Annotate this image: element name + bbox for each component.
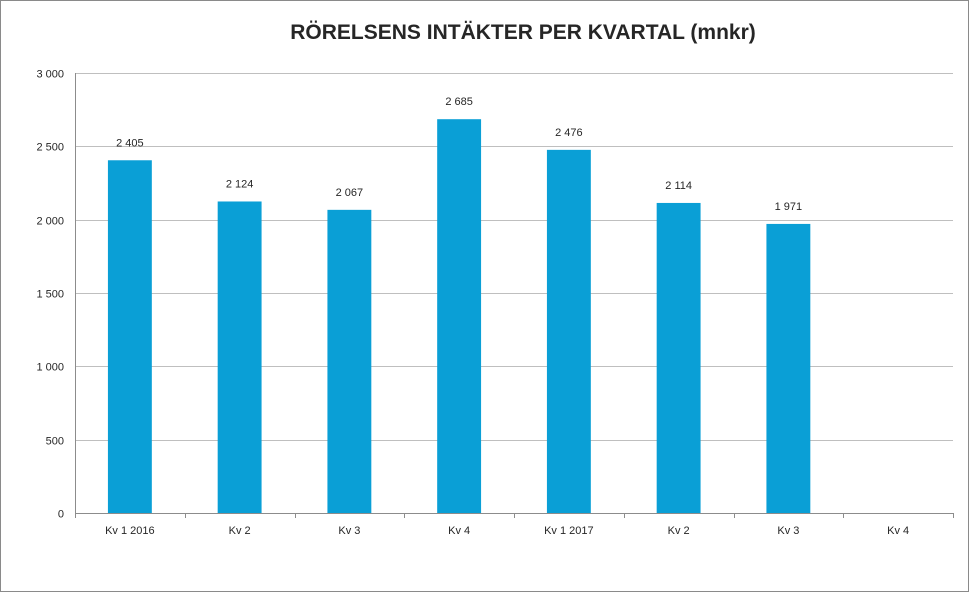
y-tick-label: 2 500 (36, 142, 64, 154)
y-tick-label: 2 000 (36, 216, 64, 228)
y-tick-label: 1 500 (36, 289, 64, 301)
y-tick-label: 3 000 (36, 69, 64, 81)
x-tick-label: Kv 4 (448, 525, 470, 537)
bar (217, 201, 262, 514)
bar (656, 202, 701, 514)
x-tick-label: Kv 2 (229, 525, 251, 537)
data-label: 2 405 (116, 137, 144, 149)
bar (107, 160, 152, 513)
x-tick-label: Kv 1 2016 (105, 525, 155, 537)
data-label: 1 971 (775, 201, 803, 213)
x-tick-label: Kv 3 (777, 525, 799, 537)
data-label: 2 685 (445, 96, 473, 108)
data-label: 2 124 (226, 178, 254, 190)
y-tick-label: 500 (46, 436, 64, 448)
y-tick-label: 1 000 (36, 362, 64, 374)
x-tick-label: Kv 2 (668, 525, 690, 537)
x-tick-label: Kv 4 (887, 525, 909, 537)
x-tick-label: Kv 3 (338, 525, 360, 537)
data-label: 2 476 (555, 127, 583, 139)
bar (546, 149, 591, 513)
bar (437, 119, 482, 513)
chart-title: RÖRELSENS INTÄKTER PER KVARTAL (mnkr) (290, 21, 756, 44)
y-tick-label: 0 (58, 509, 64, 521)
data-label: 2 114 (665, 180, 692, 192)
bar (766, 223, 811, 514)
bar (327, 209, 372, 513)
data-label: 2 067 (336, 187, 364, 199)
x-tick-label: Kv 1 2017 (544, 525, 594, 537)
